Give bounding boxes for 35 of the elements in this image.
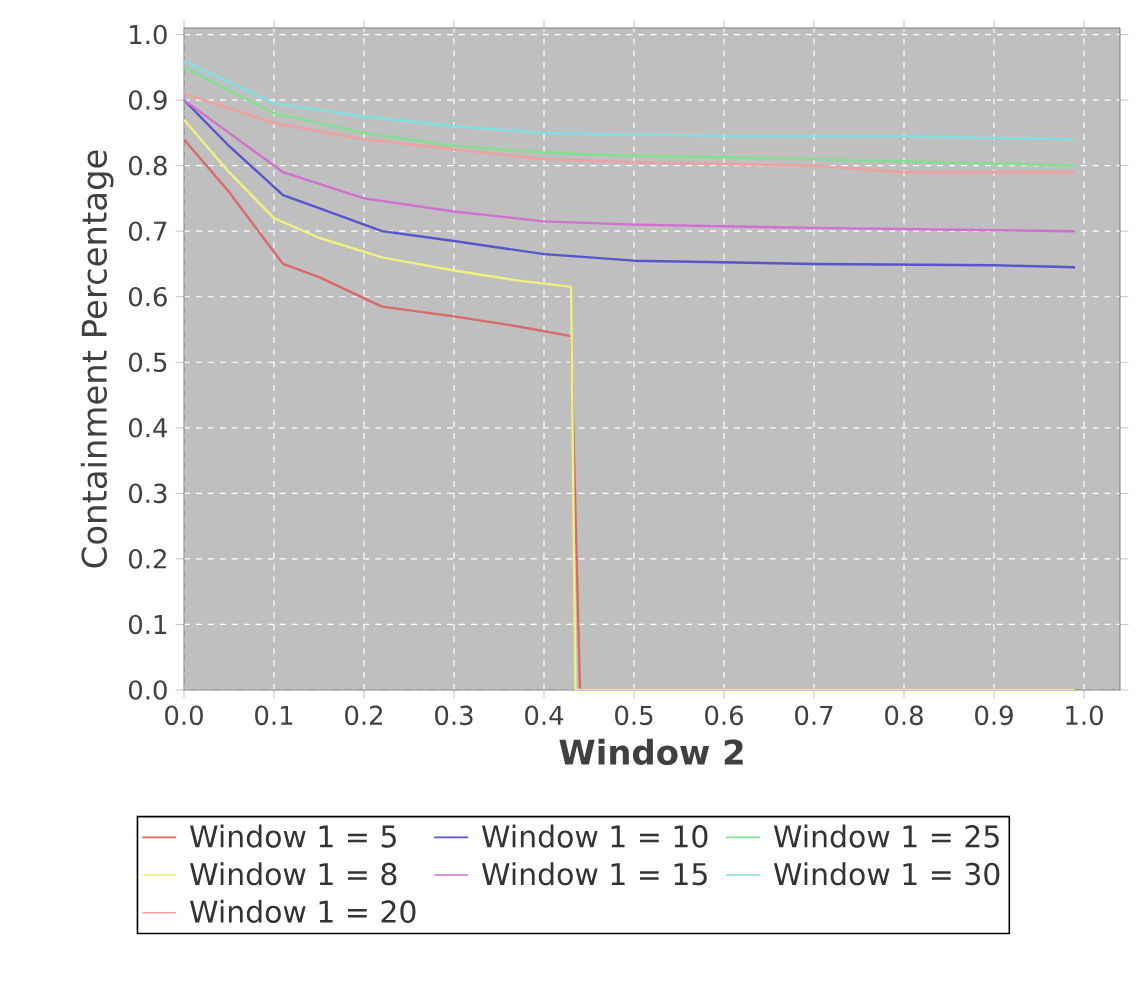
x-tick-label: 0.7 [795, 705, 833, 726]
legend-label: Window 1 = 5 [190, 824, 396, 848]
y-tick-label: 0.2 [128, 549, 166, 569]
y-axis-title: Containment Percentage [80, 150, 114, 568]
legend-label: Window 1 = 25 [773, 824, 999, 848]
line-series [184, 98, 1077, 233]
y-tick-label: 0.5 [128, 352, 167, 373]
x-tick-label: 0.8 [885, 705, 923, 726]
y-tick-label: 0.8 [128, 155, 167, 176]
x-tick-label: 0.6 [705, 705, 743, 726]
x-tick-label: 0.5 [615, 705, 653, 726]
y-tick-label: 0.7 [128, 221, 167, 241]
y-tick-label: 0.3 [128, 483, 167, 504]
y-tick-label: 0.4 [128, 418, 168, 438]
y-tick-label: 0.1 [128, 614, 167, 635]
legend-label: Window 1 = 10 [481, 824, 708, 848]
line-series [184, 92, 1077, 174]
legend-label: Window 1 = 8 [190, 862, 397, 886]
x-axis-title: Window 2 [559, 738, 743, 766]
legend-label: Window 1 = 20 [190, 899, 416, 923]
legend-label: Window 1 = 15 [481, 862, 707, 886]
x-tick-label: 0.9 [975, 705, 1013, 726]
line-series [184, 66, 1077, 167]
x-tick-label: 1.0 [1066, 705, 1103, 726]
line-series [184, 59, 1077, 141]
x-tick-label: 0.1 [255, 705, 293, 726]
x-tick-label: 0.2 [345, 705, 382, 726]
y-tick-label: 0.9 [128, 90, 167, 110]
x-tick-label: 0.3 [435, 705, 473, 726]
x-tick-label: 0.4 [525, 705, 564, 726]
y-tick-label: 1.0 [130, 24, 167, 45]
y-tick-label: 0.6 [128, 286, 167, 307]
x-tick-label: 0.0 [165, 705, 203, 726]
legend-label: Window 1 = 30 [773, 862, 1000, 886]
y-tick-label: 0.0 [128, 680, 167, 700]
